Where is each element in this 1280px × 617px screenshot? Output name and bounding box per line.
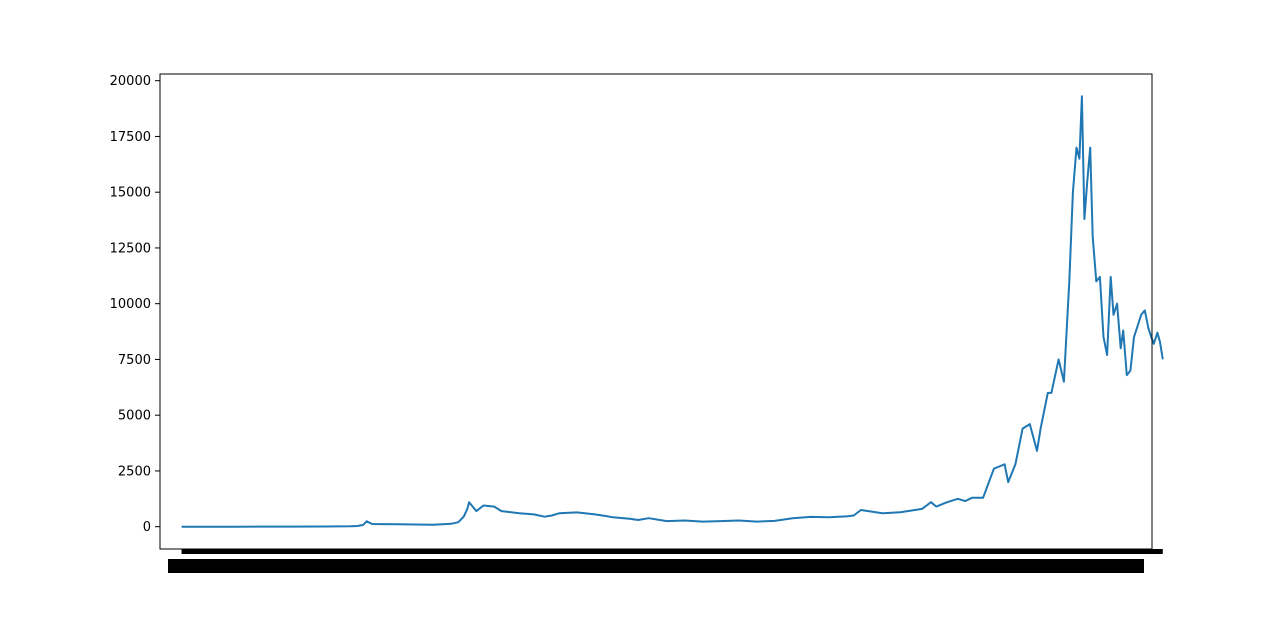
y-tick-label: 7500 bbox=[118, 353, 151, 368]
y-tick-label: 12500 bbox=[110, 241, 151, 256]
y-tick-label: 5000 bbox=[118, 409, 151, 424]
y-tick-label: 10000 bbox=[110, 297, 151, 312]
y-tick-label: 20000 bbox=[110, 74, 151, 89]
series-layer bbox=[181, 95, 1164, 528]
x-tick-marks-dense bbox=[181, 549, 1163, 554]
x-axis bbox=[168, 549, 1163, 573]
y-axis: 0 2500 5000 7500 10000 12500 15000 17500 20000 bbox=[110, 74, 160, 535]
y-tick-label: 17500 bbox=[110, 130, 151, 145]
y-tick-label: 15000 bbox=[110, 186, 151, 201]
y-tick-label: 2500 bbox=[118, 464, 151, 479]
plot-frame bbox=[159, 73, 1153, 550]
series-line bbox=[181, 95, 1164, 528]
y-tick-label: 0 bbox=[143, 520, 151, 535]
x-tick-labels-overlapping bbox=[168, 559, 1144, 573]
plot-area bbox=[160, 74, 1152, 549]
